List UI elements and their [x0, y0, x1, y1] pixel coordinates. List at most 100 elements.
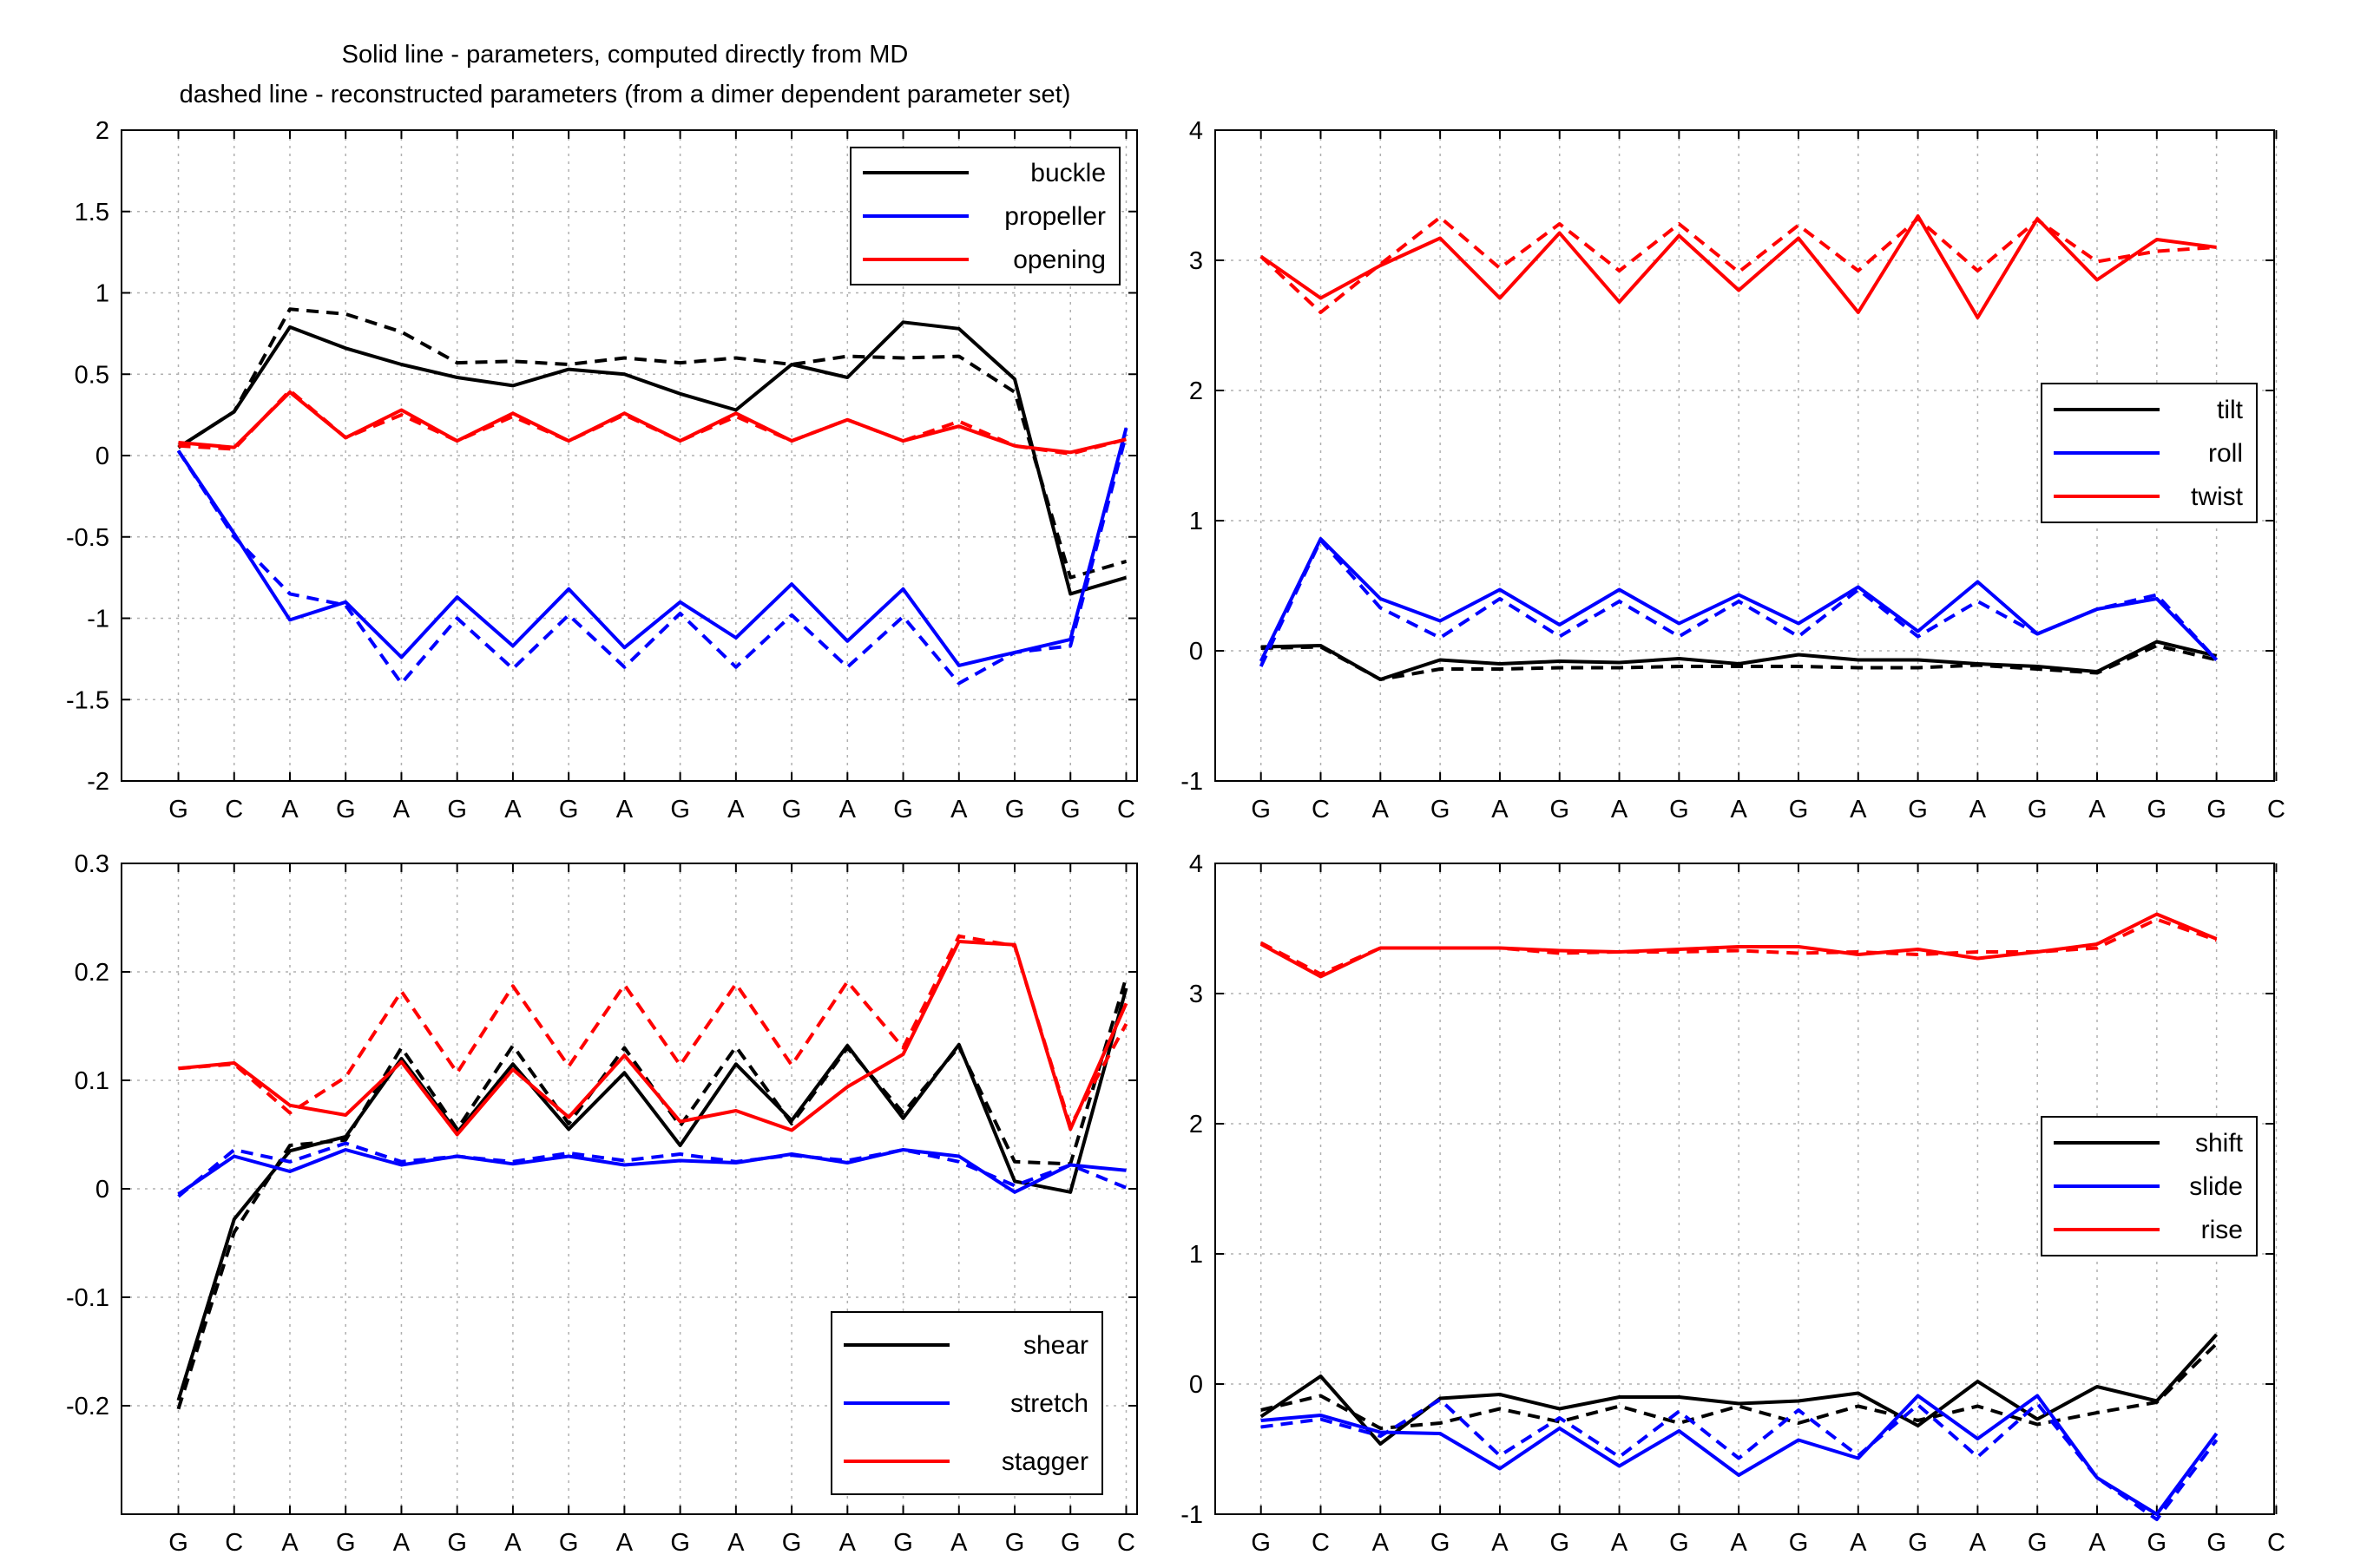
- x-tick-label: A: [1969, 796, 1987, 823]
- legend-label-slide: slide: [2189, 1172, 2243, 1201]
- y-tick-label: 2: [95, 117, 109, 145]
- x-tick-label: G: [1789, 796, 1809, 823]
- twist-solid-line: [1259, 214, 2217, 319]
- roll-solid-line: [1259, 537, 2219, 662]
- y-tick-label: 0: [95, 1176, 109, 1204]
- x-tick-label: G: [336, 796, 356, 823]
- x-tick-label: G: [559, 796, 579, 823]
- figure-title-line-2: dashed line - reconstructed parameters (…: [180, 81, 1071, 108]
- x-tick-label: C: [225, 1529, 243, 1557]
- x-tick-label: G: [1908, 796, 1928, 823]
- slide-solid-line: [1260, 1394, 2219, 1516]
- x-tick-label: G: [2206, 796, 2226, 823]
- x-tick-label: A: [393, 796, 411, 823]
- y-tick-label: -0.2: [66, 1393, 109, 1420]
- opening-solid-line: [178, 390, 1127, 455]
- x-tick-label: A: [950, 1529, 968, 1557]
- x-tick-label: G: [1061, 796, 1081, 823]
- x-tick-label: G: [893, 796, 913, 823]
- x-tick-label: A: [839, 1529, 857, 1557]
- x-tick-label: G: [336, 1529, 356, 1557]
- x-tick-label: G: [1908, 1529, 1928, 1557]
- y-tick-label: -1.5: [66, 686, 109, 714]
- y-tick-label: -1: [1180, 1501, 1203, 1529]
- x-tick-label: G: [168, 796, 188, 823]
- x-tick-label: A: [1611, 1529, 1628, 1557]
- legend-label-shift: shift: [2195, 1129, 2244, 1158]
- chart-panel-shift-slide-rise: G C A G A G A G A G A G A G A G G C 4 3 2 1 0 -1 shift slide rise: [1180, 850, 2285, 1557]
- x-tick-label: G: [2028, 1529, 2048, 1557]
- x-tick-label: G: [2206, 1529, 2226, 1557]
- x-tick-label: A: [727, 1529, 745, 1557]
- x-tick-label: G: [1061, 1529, 1081, 1557]
- y-tick-label: 2: [1189, 1111, 1203, 1138]
- x-tick-label: C: [2267, 1529, 2285, 1557]
- legend-label-stretch: stretch: [1010, 1389, 1088, 1418]
- y-tick-label: 0: [95, 443, 109, 470]
- legend-label-buckle: buckle: [1030, 159, 1106, 187]
- y-tick-label: -0.1: [66, 1284, 109, 1312]
- legend: shift slide rise: [2041, 1116, 2258, 1256]
- x-tick-label: G: [782, 1529, 802, 1557]
- y-tick-label: 0: [1189, 1371, 1203, 1399]
- stretch-solid-line: [177, 1148, 1127, 1196]
- y-tick-label: 0.1: [75, 1067, 109, 1095]
- x-tick-label: G: [1669, 796, 1689, 823]
- tilt-dashed-line: [1260, 644, 2218, 681]
- legend-label-stagger: stagger: [1002, 1447, 1088, 1476]
- axes-frame: [1214, 129, 2275, 782]
- x-tick-label: A: [1611, 796, 1628, 823]
- x-tick-label: A: [616, 1529, 634, 1557]
- legend: tilt roll twist: [2041, 383, 2258, 523]
- axes-frame: [1214, 863, 2275, 1515]
- x-tick-label: G: [559, 1529, 579, 1557]
- y-tick-label: 1: [1189, 1241, 1203, 1269]
- y-tick-label: 1: [1189, 508, 1203, 535]
- y-tick-label: 4: [1189, 117, 1203, 145]
- x-tick-label: G: [1789, 1529, 1809, 1557]
- x-tick-label: A: [1969, 1529, 1987, 1557]
- y-tick-label: 4: [1189, 850, 1203, 878]
- legend-label-shear: shear: [1023, 1331, 1088, 1360]
- x-tick-label: G: [447, 1529, 467, 1557]
- y-tick-label: 2: [1189, 377, 1203, 405]
- chart-panel-shear-stretch-stagger: G C A G A G A G A G A G A G A G G C 0.3 0.2 0.1 0 -0.1 -0.2 shea…: [66, 850, 1138, 1557]
- x-tick-label: C: [1117, 1529, 1135, 1557]
- legend-label-rise: rise: [2201, 1216, 2243, 1244]
- x-tick-label: A: [2088, 1529, 2106, 1557]
- x-tick-label: A: [393, 1529, 411, 1557]
- legend-label-opening: opening: [1013, 246, 1106, 274]
- shear-solid-line: [176, 987, 1128, 1401]
- x-tick-label: G: [2028, 796, 2048, 823]
- x-tick-label: A: [281, 1529, 299, 1557]
- x-tick-label: C: [2267, 796, 2285, 823]
- x-tick-label: G: [168, 1529, 188, 1557]
- x-tick-label: A: [950, 796, 968, 823]
- rise-solid-line: [1259, 912, 2218, 979]
- y-tick-label: 3: [1189, 247, 1203, 275]
- x-tick-label: C: [225, 796, 243, 823]
- x-tick-label: G: [1430, 1529, 1450, 1557]
- x-tick-label: A: [1730, 796, 1747, 823]
- x-tick-label: G: [2147, 796, 2167, 823]
- axes-frame: [121, 129, 1138, 782]
- chart-panel-tilt-roll-twist: G C A G A G A G A G A G A G A G G C 4 3 2 1 0 -1 tilt roll twist: [1180, 117, 2285, 823]
- x-tick-label: G: [1251, 796, 1271, 823]
- x-tick-label: G: [670, 1529, 690, 1557]
- x-tick-label: A: [839, 796, 857, 823]
- x-tick-label: G: [1005, 1529, 1025, 1557]
- x-tick-label: G: [1430, 796, 1450, 823]
- y-tick-label: 3: [1189, 981, 1203, 1008]
- buckle-dashed-line: [177, 307, 1128, 580]
- x-tick-label: A: [1372, 796, 1390, 823]
- x-tick-label: A: [281, 796, 299, 823]
- legend: buckle propeller opening: [850, 147, 1121, 285]
- x-tick-label: A: [1491, 1529, 1509, 1557]
- opening-dashed-line: [178, 389, 1128, 456]
- y-tick-label: 0.5: [75, 361, 109, 389]
- chart-panel-buckle-propeller-opening: G C A G A G A G A G A G A G A G G C 2 1.5 1 0.5 0 -0.5 -1 -1.5 -2 b…: [66, 117, 1138, 823]
- x-tick-label: C: [1312, 796, 1330, 823]
- y-tick-label: 1.5: [75, 199, 109, 226]
- y-tick-label: -1: [1180, 768, 1203, 796]
